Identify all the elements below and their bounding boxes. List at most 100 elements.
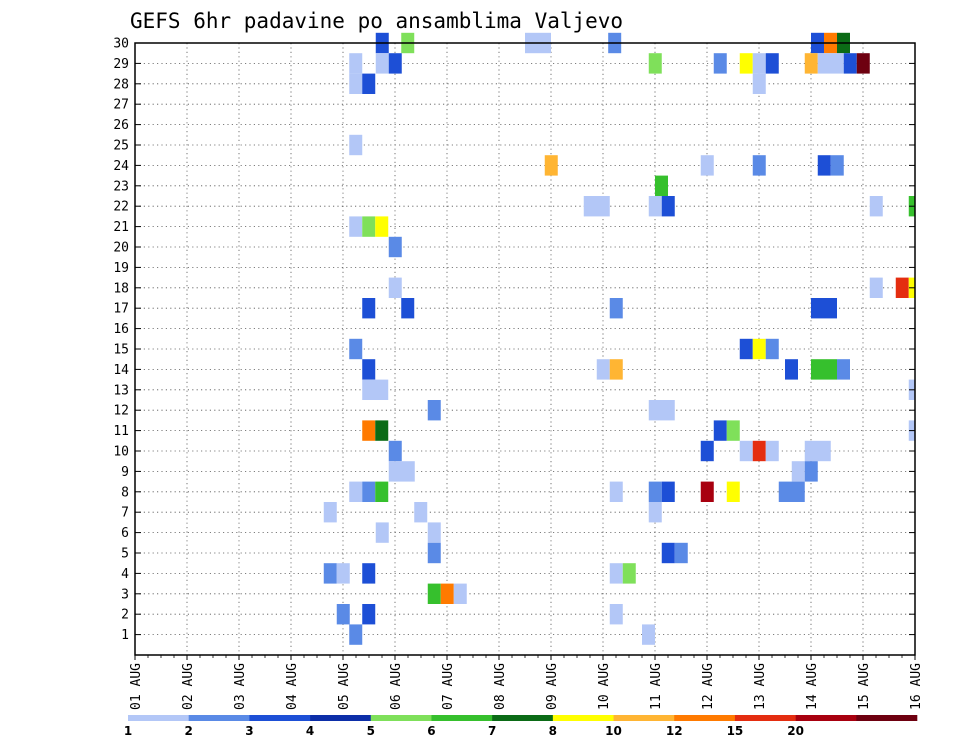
heatmap-cell (713, 420, 727, 441)
heatmap-cell (869, 277, 883, 298)
heatmap-cell (336, 604, 350, 625)
x-tick-label: 11 AUG (649, 663, 664, 710)
heatmap-cell (583, 196, 610, 217)
heatmap-cell (726, 420, 740, 441)
colorbar-label: 10 (605, 724, 622, 738)
y-tick-label: 6 (121, 526, 129, 541)
y-tick-label: 4 (121, 567, 129, 582)
heatmap-cell (726, 481, 740, 502)
heatmap-cell (648, 196, 662, 217)
heatmap-cell (362, 604, 376, 625)
colorbar-segment (310, 715, 372, 721)
y-tick-label: 19 (113, 261, 129, 276)
heatmap-cell (674, 542, 688, 564)
y-tick-label: 21 (113, 220, 129, 235)
colorbar-legend: 1 2 3 4 5 6 7 8 10 12 15 20 (124, 715, 918, 738)
heatmap-cell (843, 53, 857, 74)
heatmap-cell (375, 53, 389, 74)
heatmap-cell (349, 481, 363, 502)
colorbar-label: 2 (185, 724, 193, 738)
colorbar-label: 3 (245, 724, 253, 738)
x-tick-label: 03 AUG (233, 663, 248, 710)
heatmap-cell (349, 338, 363, 360)
heatmap-cells (323, 32, 915, 645)
y-tick-label: 17 (113, 302, 129, 317)
heatmap-cell (323, 502, 337, 523)
y-tick-label: 13 (113, 383, 129, 398)
colorbar-segment (734, 715, 796, 721)
heatmap-cell (895, 277, 909, 298)
x-tick-label: 01 AUG (129, 663, 144, 710)
heatmap-cell (765, 440, 779, 462)
heatmap-cell (609, 563, 623, 584)
colorbar-segment (249, 715, 311, 721)
grid-lines (135, 42, 915, 655)
heatmap-cell (375, 216, 389, 237)
y-tick-label: 26 (113, 118, 129, 133)
heatmap-cell (765, 53, 779, 74)
heatmap-cell (414, 502, 428, 523)
chart-title: GEFS 6hr padavine po ansamblima Valjevo (130, 9, 623, 33)
heatmap-cell (388, 440, 402, 462)
heatmap-cell (648, 400, 675, 421)
heatmap-cell (648, 53, 662, 74)
heatmap-cell (713, 53, 727, 74)
y-tick-label: 16 (113, 322, 129, 337)
heatmap-cell (375, 481, 389, 502)
y-tick-label: 10 (113, 445, 129, 460)
colorbar-segment (431, 715, 493, 721)
heatmap-cell (362, 73, 376, 94)
x-tick-label: 02 AUG (181, 663, 196, 710)
y-axis: 3029282726252423222120191817161514131211… (113, 37, 915, 643)
heatmap-cell (739, 440, 753, 462)
y-tick-label: 14 (113, 363, 129, 378)
heatmap-cell (817, 53, 844, 74)
x-tick-label: 09 AUG (545, 663, 560, 710)
y-tick-label: 30 (113, 37, 129, 52)
colorbar-segment (492, 715, 554, 721)
x-tick-label: 10 AUG (597, 663, 612, 710)
heatmap-cell (648, 481, 662, 502)
colorbar-label: 4 (306, 724, 314, 738)
heatmap-cell (349, 624, 363, 645)
heatmap-cell (388, 461, 415, 482)
heatmap-cell (362, 481, 376, 502)
heatmap-cell (648, 502, 662, 523)
colorbar-label: 5 (367, 724, 375, 738)
heatmap-cell (778, 481, 805, 502)
heatmap-cell (811, 359, 837, 380)
heatmap-cell (362, 563, 376, 584)
x-tick-label: 08 AUG (493, 663, 508, 710)
heatmap-cell (785, 359, 798, 380)
y-tick-label: 28 (113, 77, 129, 92)
heatmap-cell (661, 542, 675, 564)
x-axis: 01 AUG 02 AUG 03 AUG 04 AUG 05 AUG 06 AUG 07 A… (129, 655, 924, 710)
heatmap-cell (349, 73, 363, 94)
heatmap-cell (375, 522, 389, 543)
heatmap-cell (375, 420, 389, 441)
heatmap-cell (544, 155, 558, 176)
heatmap-cell (817, 155, 831, 176)
heatmap-cell (349, 216, 363, 237)
colorbar-segment (856, 715, 918, 721)
x-tick-label: 15 AUG (857, 663, 872, 710)
heatmap-cell (622, 563, 636, 584)
x-tick-label: 06 AUG (389, 663, 404, 710)
heatmap-cell (700, 440, 714, 462)
heatmap-cell (609, 359, 623, 380)
heatmap-cell (830, 155, 844, 176)
colorbar-segment (188, 715, 250, 721)
y-tick-label: 27 (113, 98, 129, 113)
heatmap-cell (869, 196, 883, 217)
heatmap-cell (427, 522, 441, 543)
y-tick-label: 11 (113, 424, 129, 439)
y-tick-label: 2 (121, 608, 129, 623)
heatmap-cell (401, 298, 415, 319)
x-tick-label: 04 AUG (285, 663, 300, 710)
heatmap-cell (661, 196, 675, 217)
colorbar-label: 20 (787, 724, 804, 738)
heatmap-cell (739, 338, 753, 360)
y-tick-label: 5 (121, 547, 129, 562)
heatmap-cell (700, 481, 714, 502)
heatmap-cell (752, 73, 766, 94)
